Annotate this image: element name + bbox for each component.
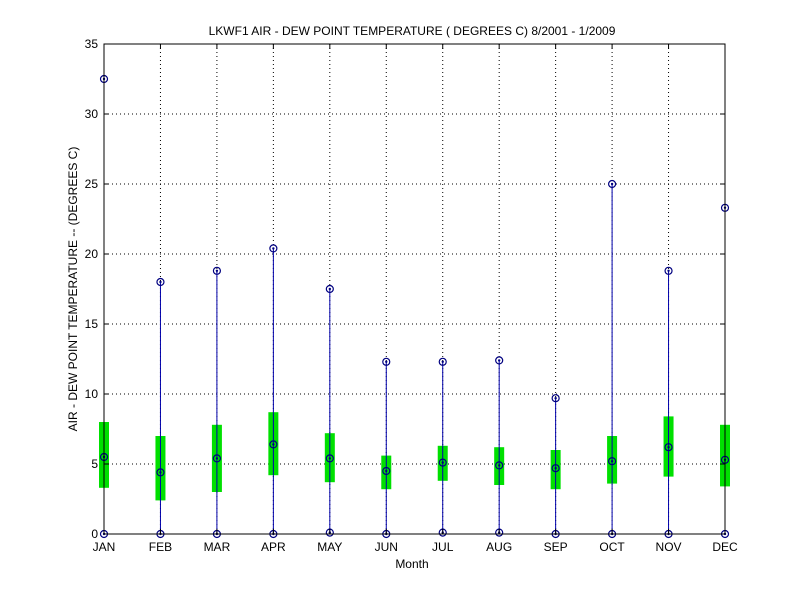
median-marker-ring (382, 466, 391, 476)
x-tick-label: DEC (712, 540, 738, 554)
grid-lines (104, 44, 725, 534)
y-tick-label: 30 (85, 107, 99, 121)
max-marker-ring (438, 357, 447, 366)
median-marker-dot (215, 457, 219, 460)
y-tick-label: 35 (85, 37, 99, 51)
y-axis-ticks: 0 5 10 15 20 25 30 35 (85, 37, 725, 541)
box-group-nov (663, 266, 674, 539)
median-marker-ring (495, 461, 504, 470)
box-group-aug (494, 356, 505, 537)
y-tick-label: 25 (85, 177, 99, 191)
box-group-sep (550, 394, 561, 539)
box-group-jul (437, 357, 448, 537)
median-marker-ring (269, 440, 278, 449)
max-marker-ring (212, 266, 222, 275)
median-marker-ring (664, 443, 673, 452)
x-tick-label: APR (261, 540, 286, 554)
max-marker-ring (607, 179, 617, 189)
y-tick-label: 0 (91, 527, 98, 541)
x-tick-label: NOV (656, 540, 682, 554)
median-marker-dot (272, 443, 275, 446)
x-tick-label: AUG (486, 540, 512, 554)
y-tick-label: 20 (85, 247, 99, 261)
x-tick-label: FEB (149, 540, 172, 554)
median-marker-dot (385, 469, 388, 473)
max-marker-dot (159, 280, 162, 284)
median-marker-dot (667, 446, 670, 449)
x-tick-label: JUN (375, 540, 398, 554)
median-marker-dot (328, 457, 332, 460)
y-tick-label: 5 (91, 457, 98, 471)
median-marker-ring (607, 457, 617, 466)
max-marker-ring (495, 356, 504, 365)
max-marker-ring (551, 394, 560, 403)
max-marker-dot (554, 397, 557, 400)
max-marker-ring (156, 277, 165, 287)
median-marker-dot (441, 461, 444, 464)
box-group-feb (155, 277, 166, 539)
x-tick-label: SEP (544, 540, 568, 554)
box-group-apr (268, 244, 279, 539)
plot-frame (103, 43, 726, 535)
box-group-jun (381, 357, 392, 539)
x-axis-ticks: JAN FEB MAR APR MAY JUN JUL AUG SEP OCT NOV DEC (93, 44, 738, 554)
median-marker-ring (212, 454, 222, 463)
y-axis-label: AIR - DEW POINT TEMPERATURE -- (DEGREES … (66, 147, 80, 432)
max-marker-dot (667, 269, 670, 272)
median-marker-ring (438, 458, 447, 467)
chart-title: LKWF1 AIR - DEW POINT TEMPERATURE ( DEGR… (209, 24, 616, 38)
max-marker-ring (382, 357, 391, 366)
x-tick-label: MAR (204, 540, 231, 554)
max-marker-ring (664, 266, 673, 275)
max-marker-dot (385, 360, 388, 363)
y-tick-label: 10 (85, 387, 99, 401)
max-marker-ring (325, 284, 334, 294)
box-group-oct (607, 179, 618, 539)
median-marker-ring (551, 464, 560, 473)
x-tick-label: JAN (93, 540, 116, 554)
box-group-may (324, 284, 335, 537)
max-marker-dot (215, 269, 219, 272)
max-marker-dot (441, 360, 444, 363)
x-tick-label: OCT (599, 540, 625, 554)
x-tick-label: JUL (432, 540, 454, 554)
median-marker-ring (156, 468, 165, 477)
median-marker-dot (610, 460, 614, 463)
max-marker-ring (269, 244, 278, 253)
x-tick-label: MAY (317, 540, 342, 554)
y-tick-label: 15 (85, 317, 99, 331)
box-group-mar (211, 266, 222, 539)
median-marker-ring (325, 454, 334, 463)
median-marker-dot (554, 467, 557, 470)
x-axis-label: Month (395, 557, 428, 571)
median-marker-dot (497, 464, 501, 467)
max-marker-dot (272, 247, 275, 250)
max-marker-dot (497, 359, 501, 362)
median-marker-dot (159, 471, 162, 474)
max-marker-dot (610, 182, 614, 186)
max-marker-dot (328, 287, 332, 291)
box-marks (99, 74, 730, 539)
